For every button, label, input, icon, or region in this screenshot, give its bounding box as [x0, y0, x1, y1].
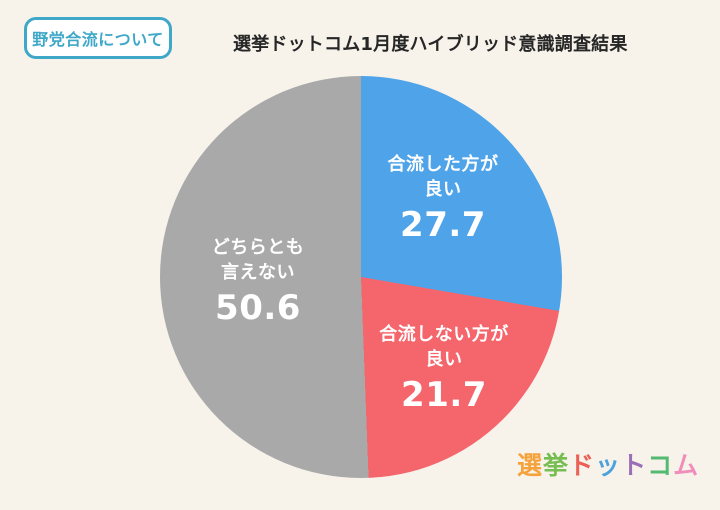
pie-chart: [160, 76, 562, 478]
topic-badge-label: 野党合流について: [32, 30, 164, 49]
logo-char: コ: [647, 451, 674, 480]
logo-char: ム: [673, 451, 700, 480]
page-title: 選挙ドットコム1月度ハイブリッド意識調査結果: [233, 34, 628, 55]
logo-char: 挙: [543, 451, 570, 480]
topic-badge: 野党合流について: [24, 17, 172, 59]
logo-char: ッ: [595, 451, 622, 480]
header: 野党合流について 選挙ドットコム1月度ハイブリッド意識調査結果: [0, 0, 720, 70]
senkyo-dot-com-logo: 選挙ドットコム: [517, 446, 699, 482]
logo-char: 選: [517, 451, 544, 480]
logo-char: ド: [569, 451, 596, 480]
logo-char: ト: [621, 451, 648, 480]
